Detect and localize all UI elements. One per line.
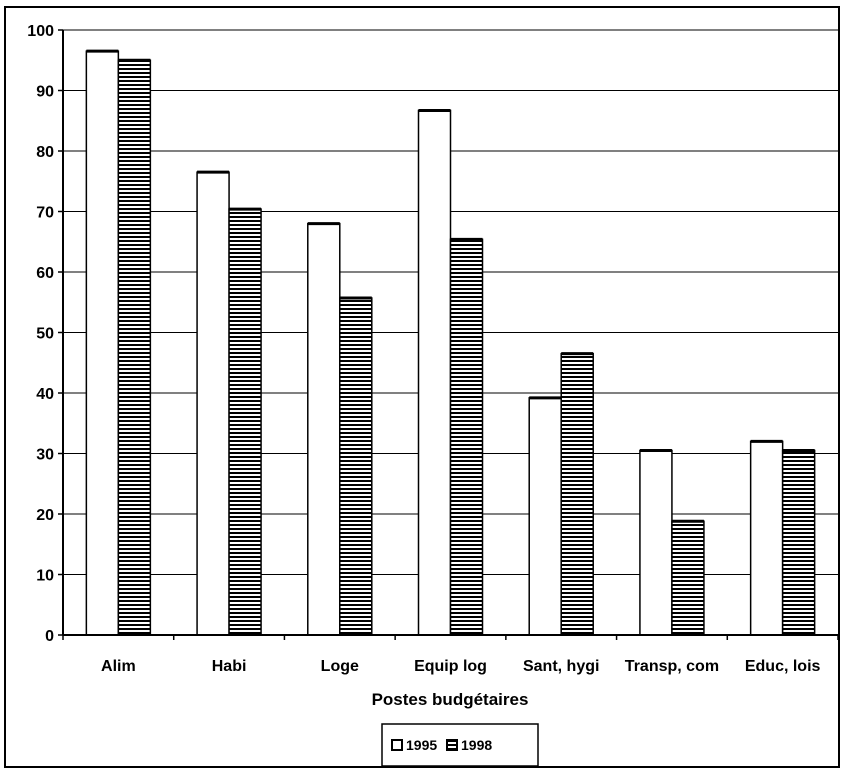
y-tick-label-60: 60	[36, 265, 54, 282]
y-axis-ticks: 0 10 20 30 40 50 60 70 80 90 100	[27, 23, 63, 645]
x-tick-label-equip-log: Equip log	[414, 658, 487, 675]
bar-1995-transp-com	[639, 449, 673, 636]
y-tick-label-30: 30	[36, 447, 54, 464]
gridlines	[63, 29, 838, 575]
x-tick-label-transp-com: Transp, com	[625, 658, 719, 675]
x-tick-label-educ-lois: Educ, lois	[745, 658, 821, 675]
y-tick-label-0: 0	[45, 628, 54, 645]
legend-box	[381, 723, 539, 767]
x-tick-label-sant-hygi: Sant, hygi	[523, 658, 599, 675]
y-tick-label-10: 10	[36, 568, 54, 585]
bar-1998-habi	[228, 208, 262, 636]
y-tick-label-70: 70	[36, 205, 54, 222]
bar-1995-loge	[307, 222, 341, 636]
x-axis-ticks: Alim Habi Loge Equip log Sant, hygi Transp, c…	[62, 635, 839, 675]
bar-1995-alim	[85, 50, 120, 636]
legend: 1995 1998	[381, 723, 539, 767]
legend-label-1995: 1995	[406, 737, 437, 753]
x-tick-label-alim: Alim	[101, 658, 136, 675]
bar-1998-educ-lois	[781, 449, 816, 636]
bar-1995-sant-hygi	[528, 397, 562, 636]
y-tick-label-90: 90	[36, 84, 54, 101]
bar-1995-educ-lois	[749, 440, 784, 636]
x-tick-label-loge: Loge	[321, 658, 359, 675]
legend-swatch-1998	[446, 739, 458, 751]
legend-swatch-1995	[391, 739, 403, 751]
y-tick-label-20: 20	[36, 507, 54, 524]
axes	[62, 30, 838, 636]
legend-label-1998: 1998	[461, 737, 492, 753]
y-tick-label-50: 50	[36, 326, 54, 343]
bar-1998-equip-log	[449, 238, 484, 636]
bars	[85, 49, 816, 636]
y-tick-label-100: 100	[27, 23, 54, 40]
bar-1995-equip-log	[417, 109, 452, 636]
bar-1998-sant-hygi	[560, 352, 594, 636]
bar-1998-alim	[117, 59, 152, 636]
bar-1998-loge	[339, 297, 373, 636]
x-tick-label-habi: Habi	[212, 658, 247, 675]
bar-1995-habi	[196, 171, 230, 636]
bar-1998-transp-com	[671, 520, 705, 636]
y-tick-label-40: 40	[36, 386, 54, 403]
chart-frame	[4, 6, 840, 768]
y-tick-label-80: 80	[36, 144, 54, 161]
x-axis-label: Postes budgétaires	[372, 690, 529, 709]
